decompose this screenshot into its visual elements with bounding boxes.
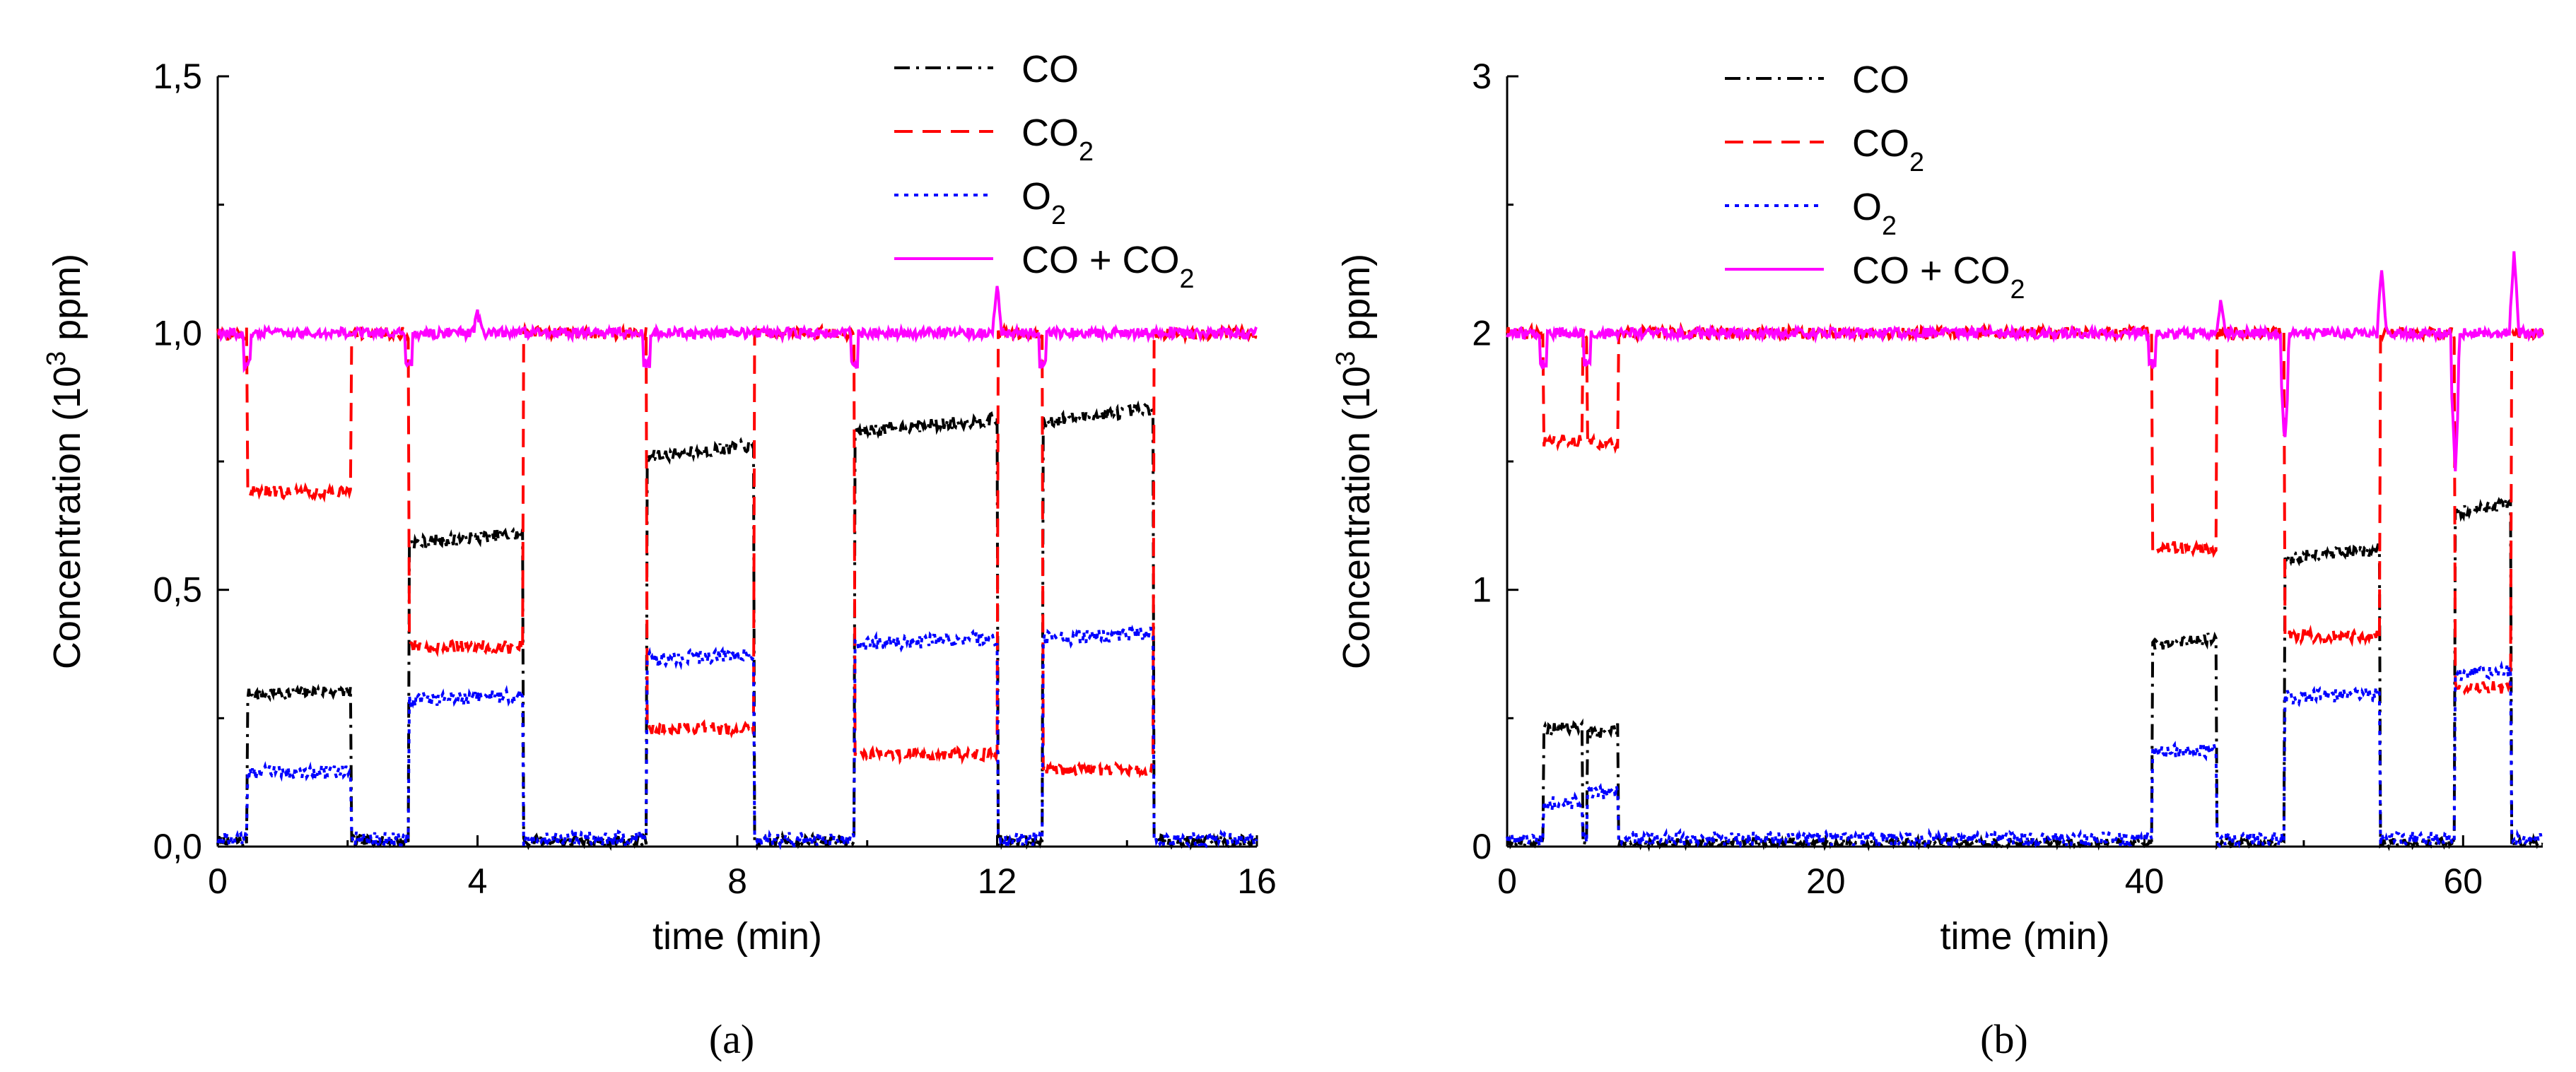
panel-b-y-tick-label: 3 xyxy=(1472,57,1492,96)
panel-b-series-co2-line xyxy=(1506,322,2544,697)
panel-a-series-o2-line xyxy=(216,624,1258,851)
panel-a-series-sum-line xyxy=(217,285,1258,373)
panel-a-legend-label-co2: CO2 xyxy=(1021,112,1094,167)
panel-b-x-tick-label: 40 xyxy=(2125,861,2165,901)
panel-a-y-tick-label: 0,0 xyxy=(153,827,202,866)
panel-b-series-o2-line xyxy=(1506,660,2544,852)
panel-a-legend: CO CO2 O2 CO + CO2 xyxy=(894,48,1195,294)
panel-b-series xyxy=(1506,251,2544,852)
panel-b-x-tick-label: 20 xyxy=(1806,861,1846,901)
panel-a-x-tick-label: 12 xyxy=(978,861,1017,901)
panel-a-series-co2-line xyxy=(216,322,1258,780)
panel-a-legend-label-sum: CO + CO2 xyxy=(1021,239,1195,294)
panel-b-x-tick-label: 60 xyxy=(2443,861,2483,901)
panel-b-legend: CO CO2 O2 CO + CO2 xyxy=(1725,59,2025,305)
panel-a-legend-label-o2: O2 xyxy=(1021,175,1066,230)
panel-a-y-tick-label: 1,0 xyxy=(153,313,202,353)
panel-a-y-tick-label: 1,5 xyxy=(153,57,202,96)
panel-a-x-tick-label: 0 xyxy=(208,861,228,901)
panel-b-legend-label-o2: O2 xyxy=(1852,186,1897,241)
panel-b-legend-label-co: CO xyxy=(1852,59,1909,101)
panel-a-x-axis-title: time (min) xyxy=(652,915,822,958)
panel-b-legend-label-sum: CO + CO2 xyxy=(1852,249,2025,305)
panel-b-legend-label-co2: CO2 xyxy=(1852,122,1924,177)
panel-b-x-axis-title: time (min) xyxy=(1940,915,2110,958)
panel-b-chart: 0 20 40 60 0 1 2 3 time (min) Concentration (103 … xyxy=(1331,57,2544,958)
panel-a-chart: 0 4 8 12 16 0,0 0,5 1,0 1,5 time (min) Concentrati… xyxy=(42,48,1277,958)
panel-b-caption: (b) xyxy=(1980,1016,2028,1062)
panel-b-y-axis-title: Concentration (103 ppm) xyxy=(1331,254,1378,669)
panel-a-legend-label-co: CO xyxy=(1021,48,1079,90)
panel-a-y-axis-title: Concentration (103 ppm) xyxy=(42,254,88,669)
panel-a-x-tick-label: 4 xyxy=(468,861,488,901)
panel-b-y-tick-label: 2 xyxy=(1472,313,1492,353)
panel-b-series-co-line xyxy=(1506,497,2543,852)
panel-a-x-tick-label: 16 xyxy=(1237,861,1277,901)
panel-a-x-tick-label: 8 xyxy=(727,861,747,901)
panel-a-caption: (a) xyxy=(709,1016,754,1062)
panel-b-series-sum-line xyxy=(1506,251,2543,471)
panel-a-axes: 0 4 8 12 16 0,0 0,5 1,0 1,5 time (min) Concentrati… xyxy=(42,57,1277,958)
panel-a-y-tick-label: 0,5 xyxy=(153,570,202,610)
panel-b-y-tick-label: 1 xyxy=(1472,570,1492,610)
panel-b-y-tick-label: 0 xyxy=(1472,827,1492,866)
panel-b-x-tick-label: 0 xyxy=(1497,861,1517,901)
panel-b-axes: 0 20 40 60 0 1 2 3 time (min) Concentration (103 … xyxy=(1331,57,2543,958)
panel-a-series-co-line xyxy=(216,400,1258,852)
panel-a-series xyxy=(216,285,1258,852)
